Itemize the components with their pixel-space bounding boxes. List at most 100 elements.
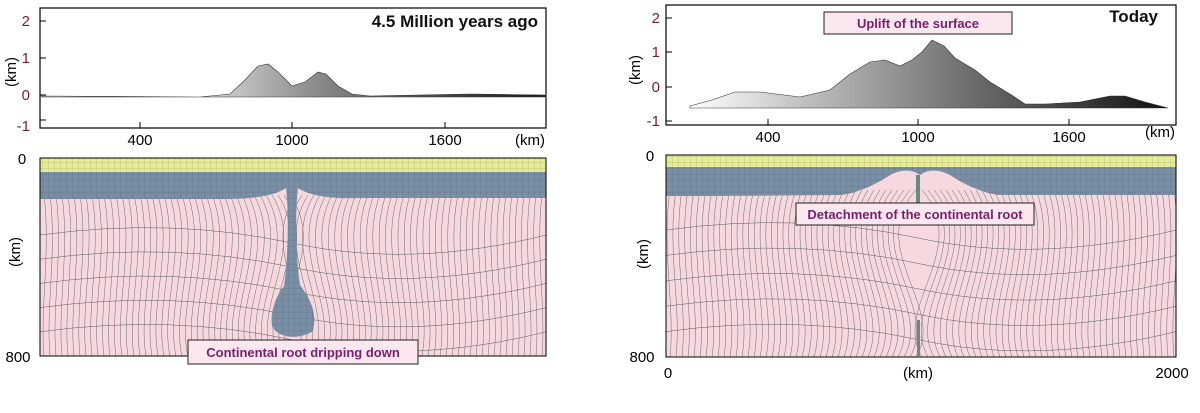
right-topo-ytick-2: 2	[652, 10, 660, 27]
flow-line	[1038, 189, 1050, 357]
flow-line	[173, 194, 183, 356]
left-cross-section: 0 800 (km) Continental root dripping dow…	[5, 151, 547, 366]
right-topo-profile	[689, 39, 1169, 109]
flow-line	[472, 194, 478, 356]
flow-line	[782, 189, 794, 357]
flow-line	[321, 194, 337, 356]
flow-line	[1081, 189, 1090, 357]
flow-line	[220, 194, 233, 356]
flow-line	[1148, 189, 1154, 357]
flow-line	[149, 194, 158, 356]
flow-line	[328, 194, 343, 356]
flow-line	[295, 194, 314, 356]
flow-line	[191, 194, 201, 356]
right-topo-ytick-0: 0	[652, 79, 660, 96]
left-section-y-unit: (km)	[7, 237, 24, 267]
left-topo-ytick-2: 2	[22, 13, 30, 30]
right-section-ytick-bottom: 800	[629, 349, 654, 366]
flow-line	[678, 189, 684, 357]
left-topo-xtick-400: 400	[127, 132, 152, 149]
flow-line	[1044, 189, 1056, 357]
flow-line	[308, 194, 325, 356]
flow-line	[96, 194, 102, 356]
flow-line	[771, 189, 781, 357]
flow-line	[765, 189, 775, 357]
flow-line	[1087, 189, 1096, 357]
flow-line	[1124, 189, 1131, 357]
flow-line	[42, 194, 47, 356]
flow-line	[539, 194, 544, 356]
flow-line	[1051, 189, 1061, 357]
flow-line	[1075, 189, 1084, 357]
flow-line	[1112, 189, 1119, 357]
flow-line	[60, 194, 65, 356]
flow-line	[1136, 189, 1142, 357]
flow-line	[484, 194, 490, 356]
flow-isoline	[666, 222, 1176, 250]
left-topo-xtick-1600: 1600	[428, 132, 461, 149]
flow-line	[725, 189, 733, 357]
flow-line	[1105, 189, 1113, 357]
flow-line	[410, 194, 419, 356]
flow-line	[78, 194, 84, 356]
flow-line	[340, 194, 354, 356]
flow-line	[353, 194, 366, 356]
flow-line	[1118, 189, 1125, 357]
right-callout-mid-text: Detachment of the continental root	[807, 207, 1023, 222]
flow-line	[108, 194, 114, 356]
flow-line	[334, 194, 348, 356]
right-topo-ytick-1: 1	[652, 44, 660, 61]
flow-line	[114, 194, 121, 356]
left-section-ytick-top: 0	[18, 151, 26, 168]
flow-line	[508, 194, 514, 356]
flow-line	[1069, 189, 1078, 357]
flow-line	[1099, 189, 1107, 357]
flow-line	[1063, 189, 1073, 357]
flow-line	[422, 194, 431, 356]
flow-line	[759, 189, 769, 357]
right-panel-title: Today	[1109, 7, 1158, 26]
flow-line	[237, 194, 252, 356]
left-topo-ytick-1: 1	[22, 50, 30, 67]
flow-isoline	[666, 247, 1176, 275]
flow-line	[672, 189, 678, 357]
flow-line	[315, 194, 331, 356]
flow-line	[707, 189, 714, 357]
flow-line	[666, 189, 672, 357]
right-callout-mid-box	[795, 202, 1035, 226]
flow-line	[435, 194, 443, 356]
right-section-xtick-2000: 2000	[1155, 365, 1188, 382]
left-topo-x-unit: (km)	[515, 132, 545, 149]
flow-line	[249, 194, 265, 356]
flow-line	[696, 189, 702, 357]
flow-line	[690, 189, 696, 357]
flow-line	[748, 189, 757, 357]
flow-line	[1093, 189, 1102, 357]
flow-line	[788, 189, 800, 357]
flow-line	[736, 189, 745, 357]
right-root-neck	[916, 175, 920, 205]
flow-line	[1172, 189, 1176, 357]
flow-isoline	[666, 298, 1176, 326]
flow-line	[372, 194, 384, 356]
left-panel-title: 4.5 Million years ago	[372, 12, 538, 31]
right-section-y-unit: (km)	[635, 239, 652, 269]
left-topo-ytick-0: 0	[22, 87, 30, 104]
right-callout-top-text: Uplift of the surface	[857, 16, 979, 31]
flow-line	[48, 194, 53, 356]
flow-line	[1160, 189, 1166, 357]
flow-line	[742, 189, 751, 357]
flow-line	[684, 189, 690, 357]
flow-line	[137, 194, 145, 356]
flow-line	[72, 194, 78, 356]
flow-line	[161, 194, 170, 356]
left-topography-plot: 2 1 0 -1 (km) 400 1000 1600 (km) 4.5 Mil…	[3, 7, 547, 149]
flow-line	[466, 194, 472, 356]
right-section-ytick-top: 0	[646, 148, 654, 165]
flow-line	[447, 194, 454, 356]
flow-line	[208, 194, 220, 356]
right-topo-xtick-1600: 1600	[1052, 129, 1085, 146]
right-cross-section: 0 800 (km) 0 2000 (km) Detachment of the…	[629, 148, 1188, 382]
flow-line	[185, 194, 195, 356]
flow-line	[202, 194, 214, 356]
